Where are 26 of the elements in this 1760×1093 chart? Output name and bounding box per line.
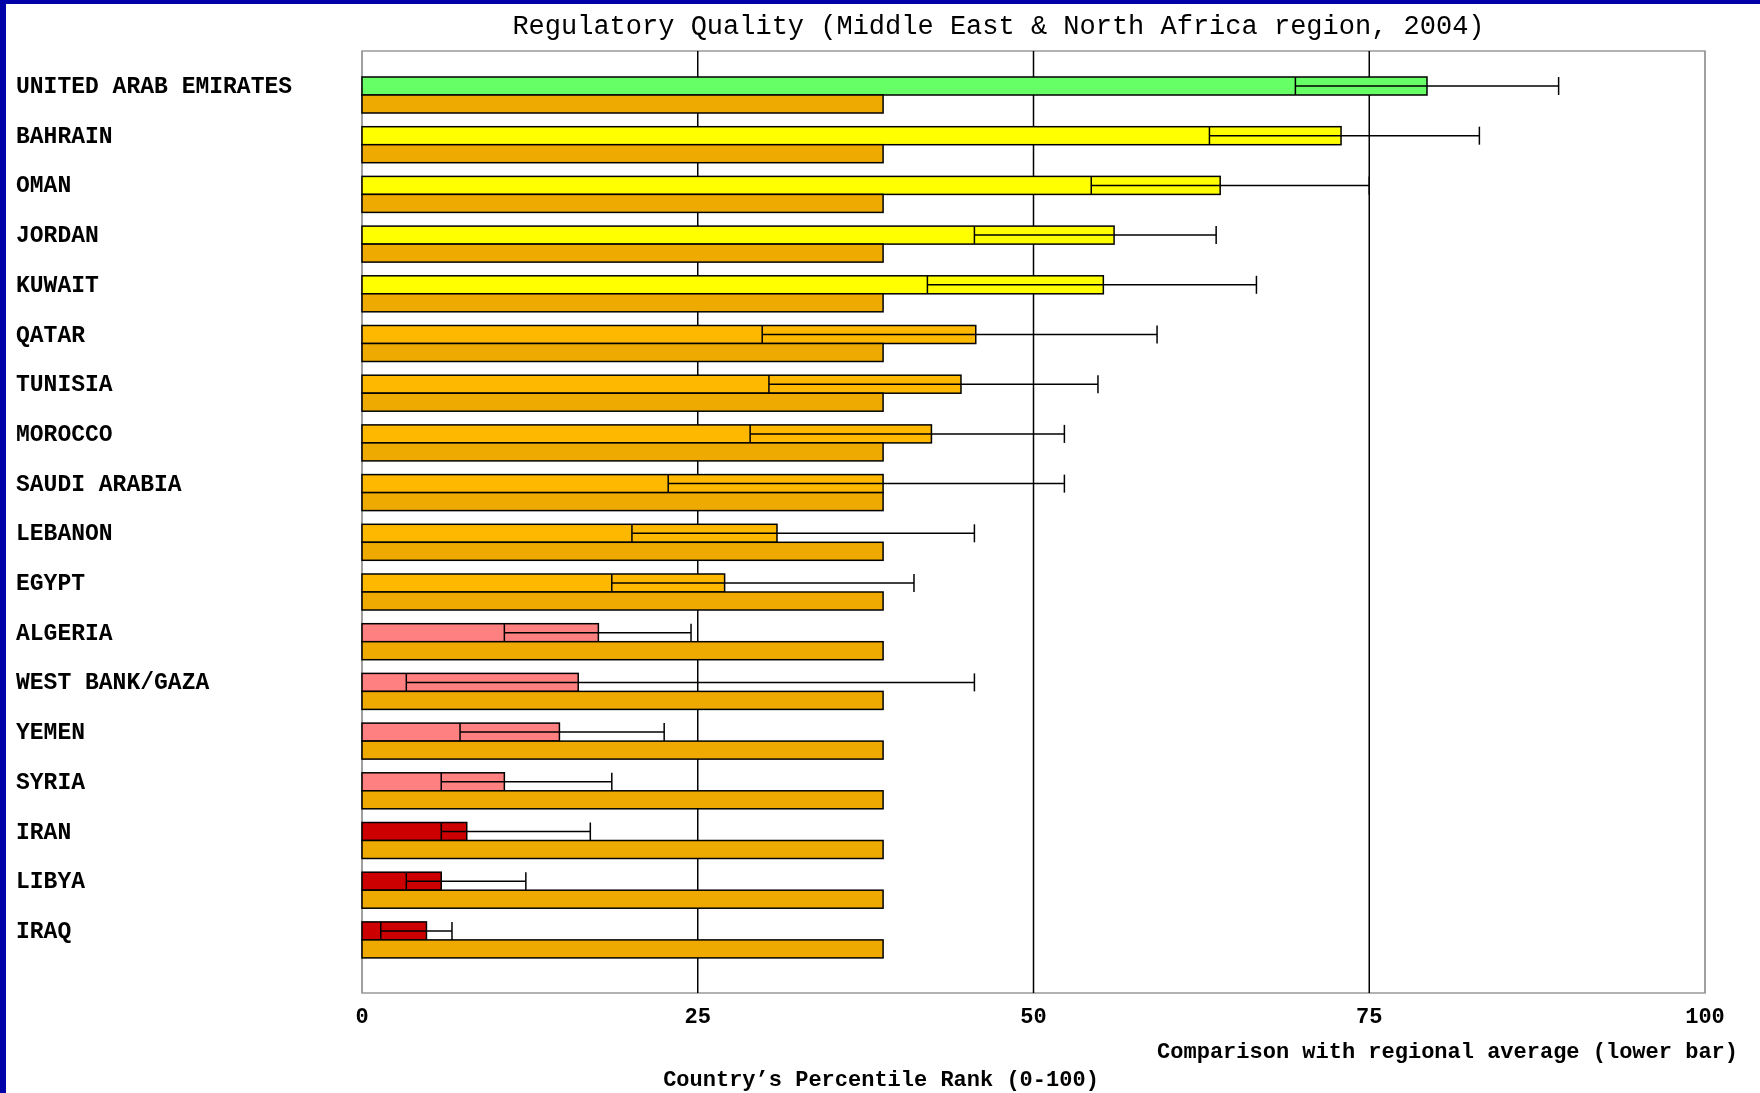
y-tick-label: YEMEN xyxy=(16,720,86,747)
y-tick-label: LIBYA xyxy=(16,869,86,896)
y-tick-label: UNITED ARAB EMIRATES xyxy=(16,74,293,100)
y-tick-label: BAHRAIN xyxy=(16,123,113,150)
y-tick-label: ALGERIA xyxy=(16,620,113,647)
y-tick-label: IRAN xyxy=(16,819,72,846)
y-tick-label: TUNISIA xyxy=(16,372,113,399)
y-tick-label: MOROCCO xyxy=(16,421,113,448)
x-tick-label: 75 xyxy=(1356,1005,1383,1030)
y-tick-label: LEBANON xyxy=(16,521,113,548)
y-tick-label: JORDAN xyxy=(16,223,99,250)
x-tick-label: 0 xyxy=(355,1005,369,1030)
y-tick-label: IRAQ xyxy=(16,918,72,945)
y-tick-label: SYRIA xyxy=(16,769,86,796)
y-tick-label: SAUDI ARABIA xyxy=(16,471,182,498)
text: Comparison with regional average (lower bar) xyxy=(1157,1040,1738,1065)
chart-title: Regulatory Quality (Middle East & North Africa region, 2004) xyxy=(512,12,1485,42)
y-tick-label: QATAR xyxy=(16,322,86,349)
y-tick-label: EGYPT xyxy=(16,571,86,597)
y-tick-label: WEST BANK/GAZA xyxy=(16,670,210,697)
x-tick-label: 50 xyxy=(1020,1005,1047,1030)
x-axis-title: Country’s Percentile Rank (0-100) xyxy=(663,1068,1099,1093)
x-tick-label: 100 xyxy=(1685,1005,1725,1030)
y-tick-label: KUWAIT xyxy=(16,272,100,299)
y-tick-label: OMAN xyxy=(16,173,72,200)
x-tick-label: 25 xyxy=(684,1005,711,1030)
